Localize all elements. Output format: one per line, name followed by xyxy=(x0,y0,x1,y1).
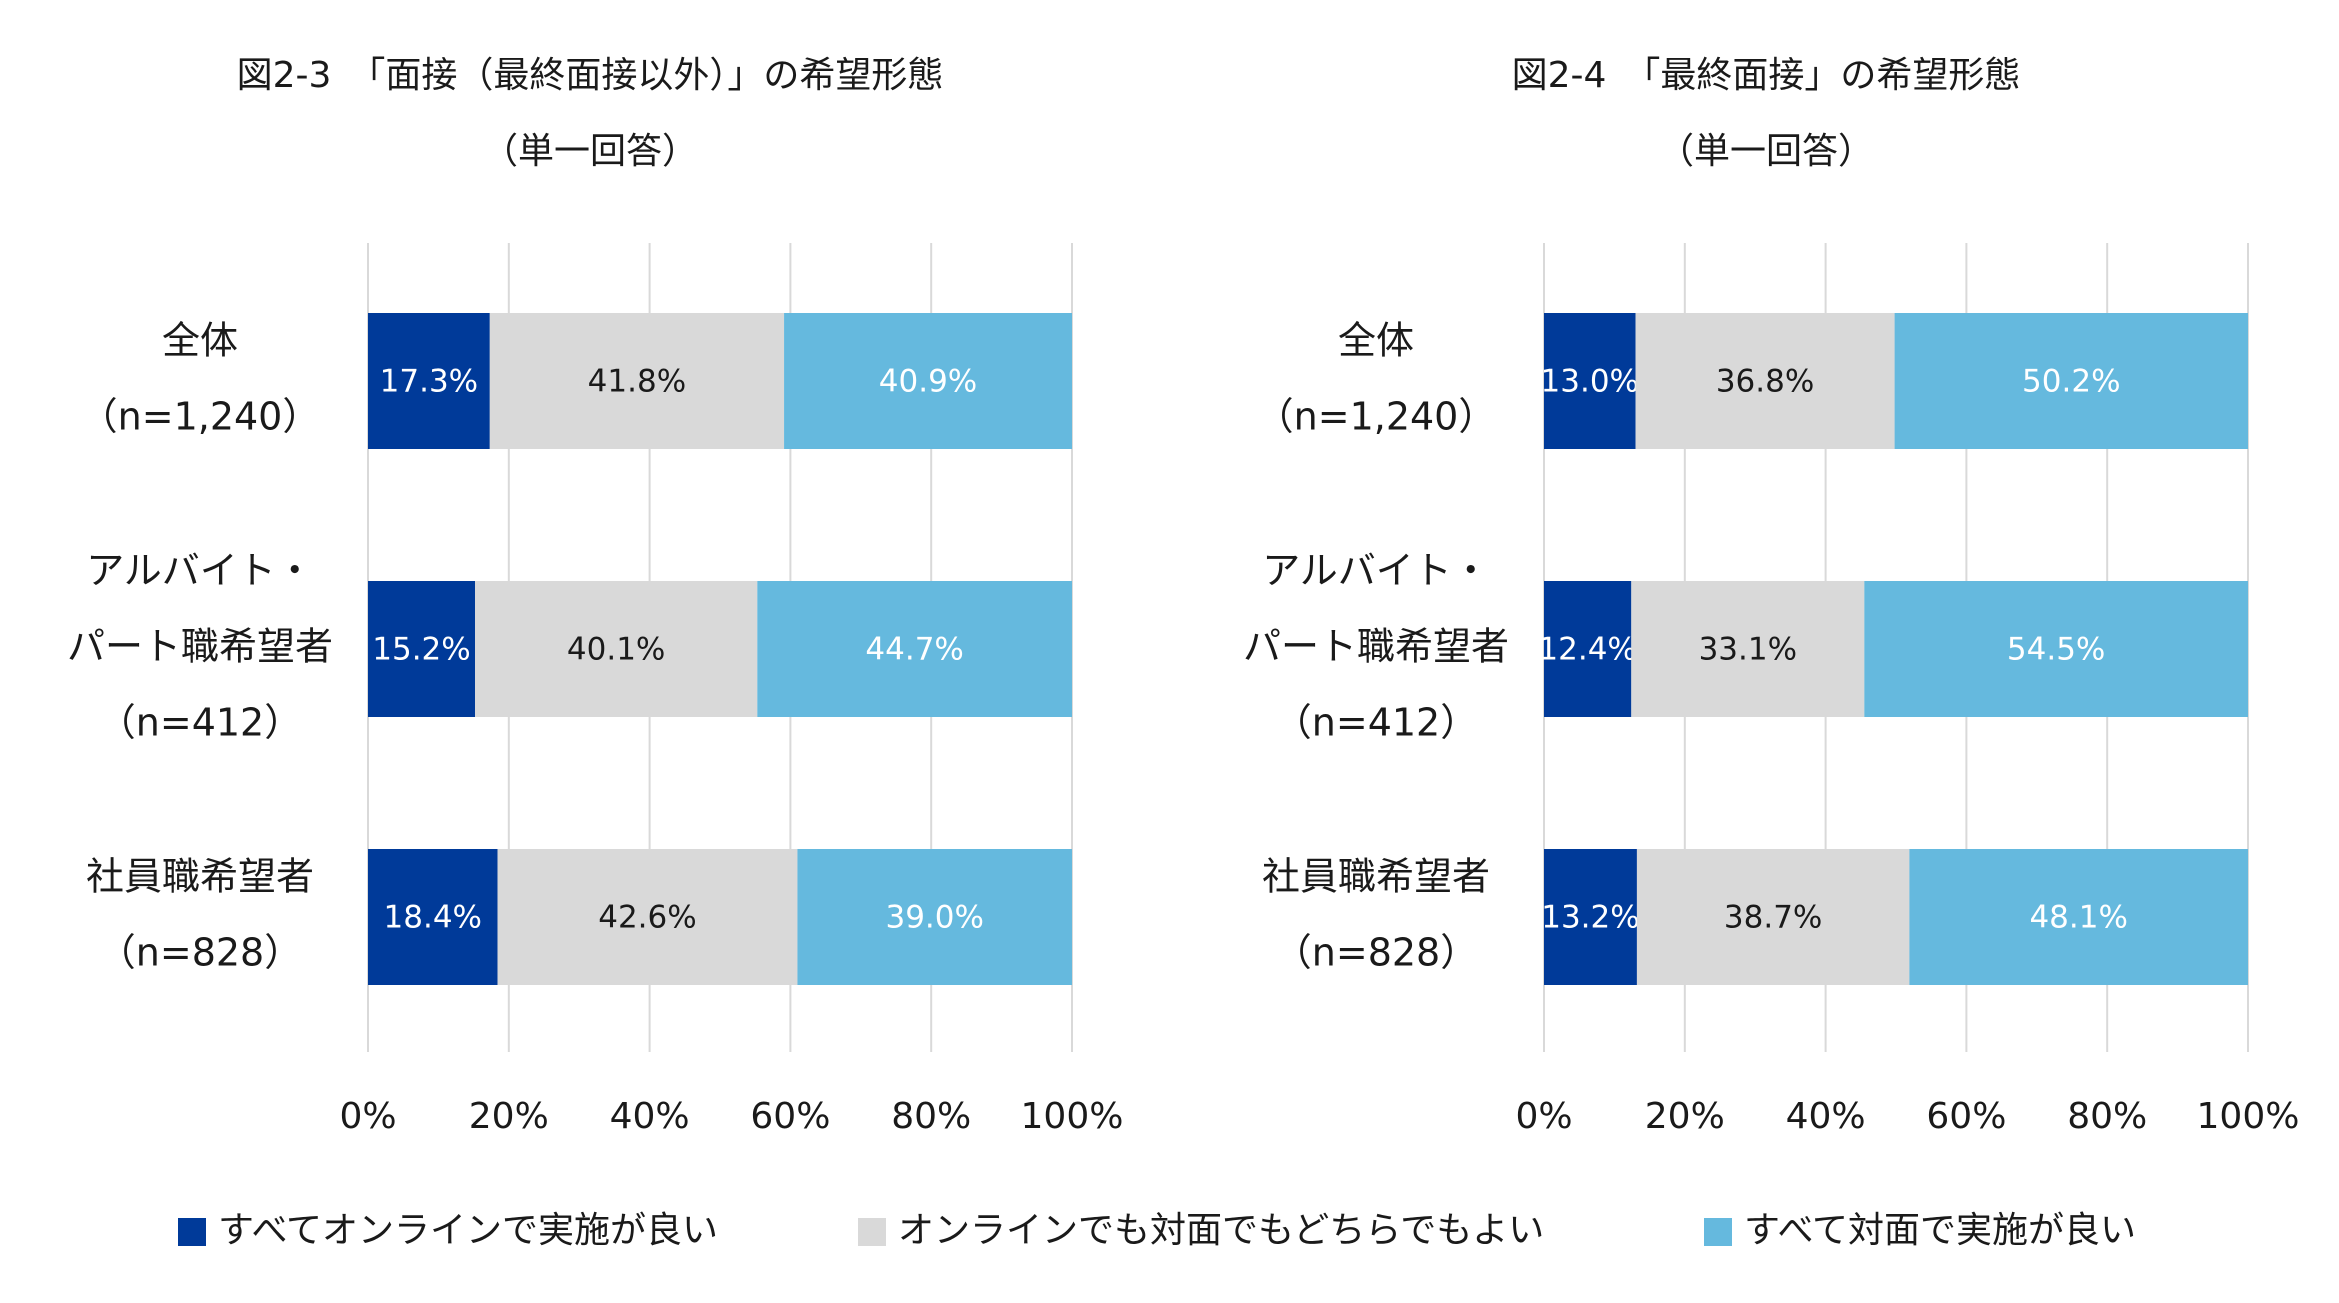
x-tick-label: 60% xyxy=(1926,1096,2006,1137)
bar-segment xyxy=(368,313,490,449)
x-tick-label: 80% xyxy=(891,1096,971,1137)
data-label: 39.0% xyxy=(885,900,983,936)
data-label: 33.1% xyxy=(1699,632,1797,668)
data-label: 41.8% xyxy=(588,364,686,400)
x-tick-label: 0% xyxy=(339,1096,396,1137)
category-label: パート職希望者 xyxy=(67,625,333,669)
bar-segment xyxy=(1544,849,1637,985)
bar-segment xyxy=(1635,313,1895,449)
legend-swatch xyxy=(178,1218,206,1246)
bar-segment xyxy=(1544,581,1632,717)
bar-segment xyxy=(489,313,785,449)
bar-segment xyxy=(497,849,798,985)
x-tick-label: 20% xyxy=(1645,1096,1725,1137)
x-tick-label: 60% xyxy=(750,1096,830,1137)
category-label: 全体 xyxy=(162,319,238,363)
bar-segment xyxy=(368,849,498,985)
bar-segment xyxy=(784,313,1072,449)
bar-segment xyxy=(1894,313,2248,449)
bar-segment xyxy=(368,581,476,717)
bar-segment xyxy=(1909,849,2248,985)
bar-segment xyxy=(1544,313,1636,449)
chart-title: 図2-3 「面接（最終面接以外）」の希望形態 xyxy=(237,55,944,96)
bar-segment xyxy=(797,849,1072,985)
category-label: アルバイト・ xyxy=(86,549,314,593)
legend-label: オンラインでも対面でもどちらでもよい xyxy=(898,1210,1544,1251)
bar-segment xyxy=(475,581,758,717)
category-label: （n=828） xyxy=(1274,931,1478,975)
x-tick-label: 40% xyxy=(610,1096,690,1137)
data-label: 17.3% xyxy=(380,364,478,400)
data-label: 44.7% xyxy=(865,632,963,668)
category-label: （n=1,240） xyxy=(80,395,321,439)
category-label: 全体 xyxy=(1338,319,1414,363)
data-label: 40.9% xyxy=(879,364,977,400)
data-label: 42.6% xyxy=(598,900,696,936)
x-tick-label: 80% xyxy=(2067,1096,2147,1137)
bar-segment xyxy=(1636,849,1910,985)
category-label: パート職希望者 xyxy=(1243,625,1509,669)
bar-segment xyxy=(1631,581,1865,717)
legend-label: すべて対面で実施が良い xyxy=(1744,1210,2136,1251)
data-label: 12.4% xyxy=(1538,632,1636,668)
category-label: 社員職希望者 xyxy=(1262,855,1490,899)
legend-swatch xyxy=(1704,1218,1732,1246)
bar-segment xyxy=(757,581,1072,717)
data-label: 13.0% xyxy=(1541,364,1639,400)
x-tick-label: 100% xyxy=(2197,1096,2300,1137)
data-label: 36.8% xyxy=(1716,364,1814,400)
data-label: 38.7% xyxy=(1724,900,1822,936)
data-label: 15.2% xyxy=(372,632,470,668)
data-label: 50.2% xyxy=(2022,364,2120,400)
chart-subtitle: （単一回答） xyxy=(482,131,698,172)
x-tick-label: 100% xyxy=(1021,1096,1124,1137)
category-label: 社員職希望者 xyxy=(86,855,314,899)
data-label: 13.2% xyxy=(1541,900,1639,936)
data-label: 40.1% xyxy=(567,632,665,668)
x-tick-label: 40% xyxy=(1786,1096,1866,1137)
category-label: （n=412） xyxy=(98,701,302,745)
data-label: 18.4% xyxy=(384,900,482,936)
category-label: （n=1,240） xyxy=(1256,395,1497,439)
bar-segment xyxy=(1864,581,2248,717)
legend-swatch xyxy=(858,1218,886,1246)
data-label: 54.5% xyxy=(2007,632,2105,668)
category-label: アルバイト・ xyxy=(1262,549,1490,593)
data-label: 48.1% xyxy=(2029,900,2127,936)
category-label: （n=828） xyxy=(98,931,302,975)
x-tick-label: 20% xyxy=(469,1096,549,1137)
chart-subtitle: （単一回答） xyxy=(1658,131,1874,172)
chart-title: 図2-4 「最終面接」の希望形態 xyxy=(1512,55,2021,96)
category-label: （n=412） xyxy=(1274,701,1478,745)
legend-label: すべてオンラインで実施が良い xyxy=(218,1210,718,1251)
x-tick-label: 0% xyxy=(1515,1096,1572,1137)
